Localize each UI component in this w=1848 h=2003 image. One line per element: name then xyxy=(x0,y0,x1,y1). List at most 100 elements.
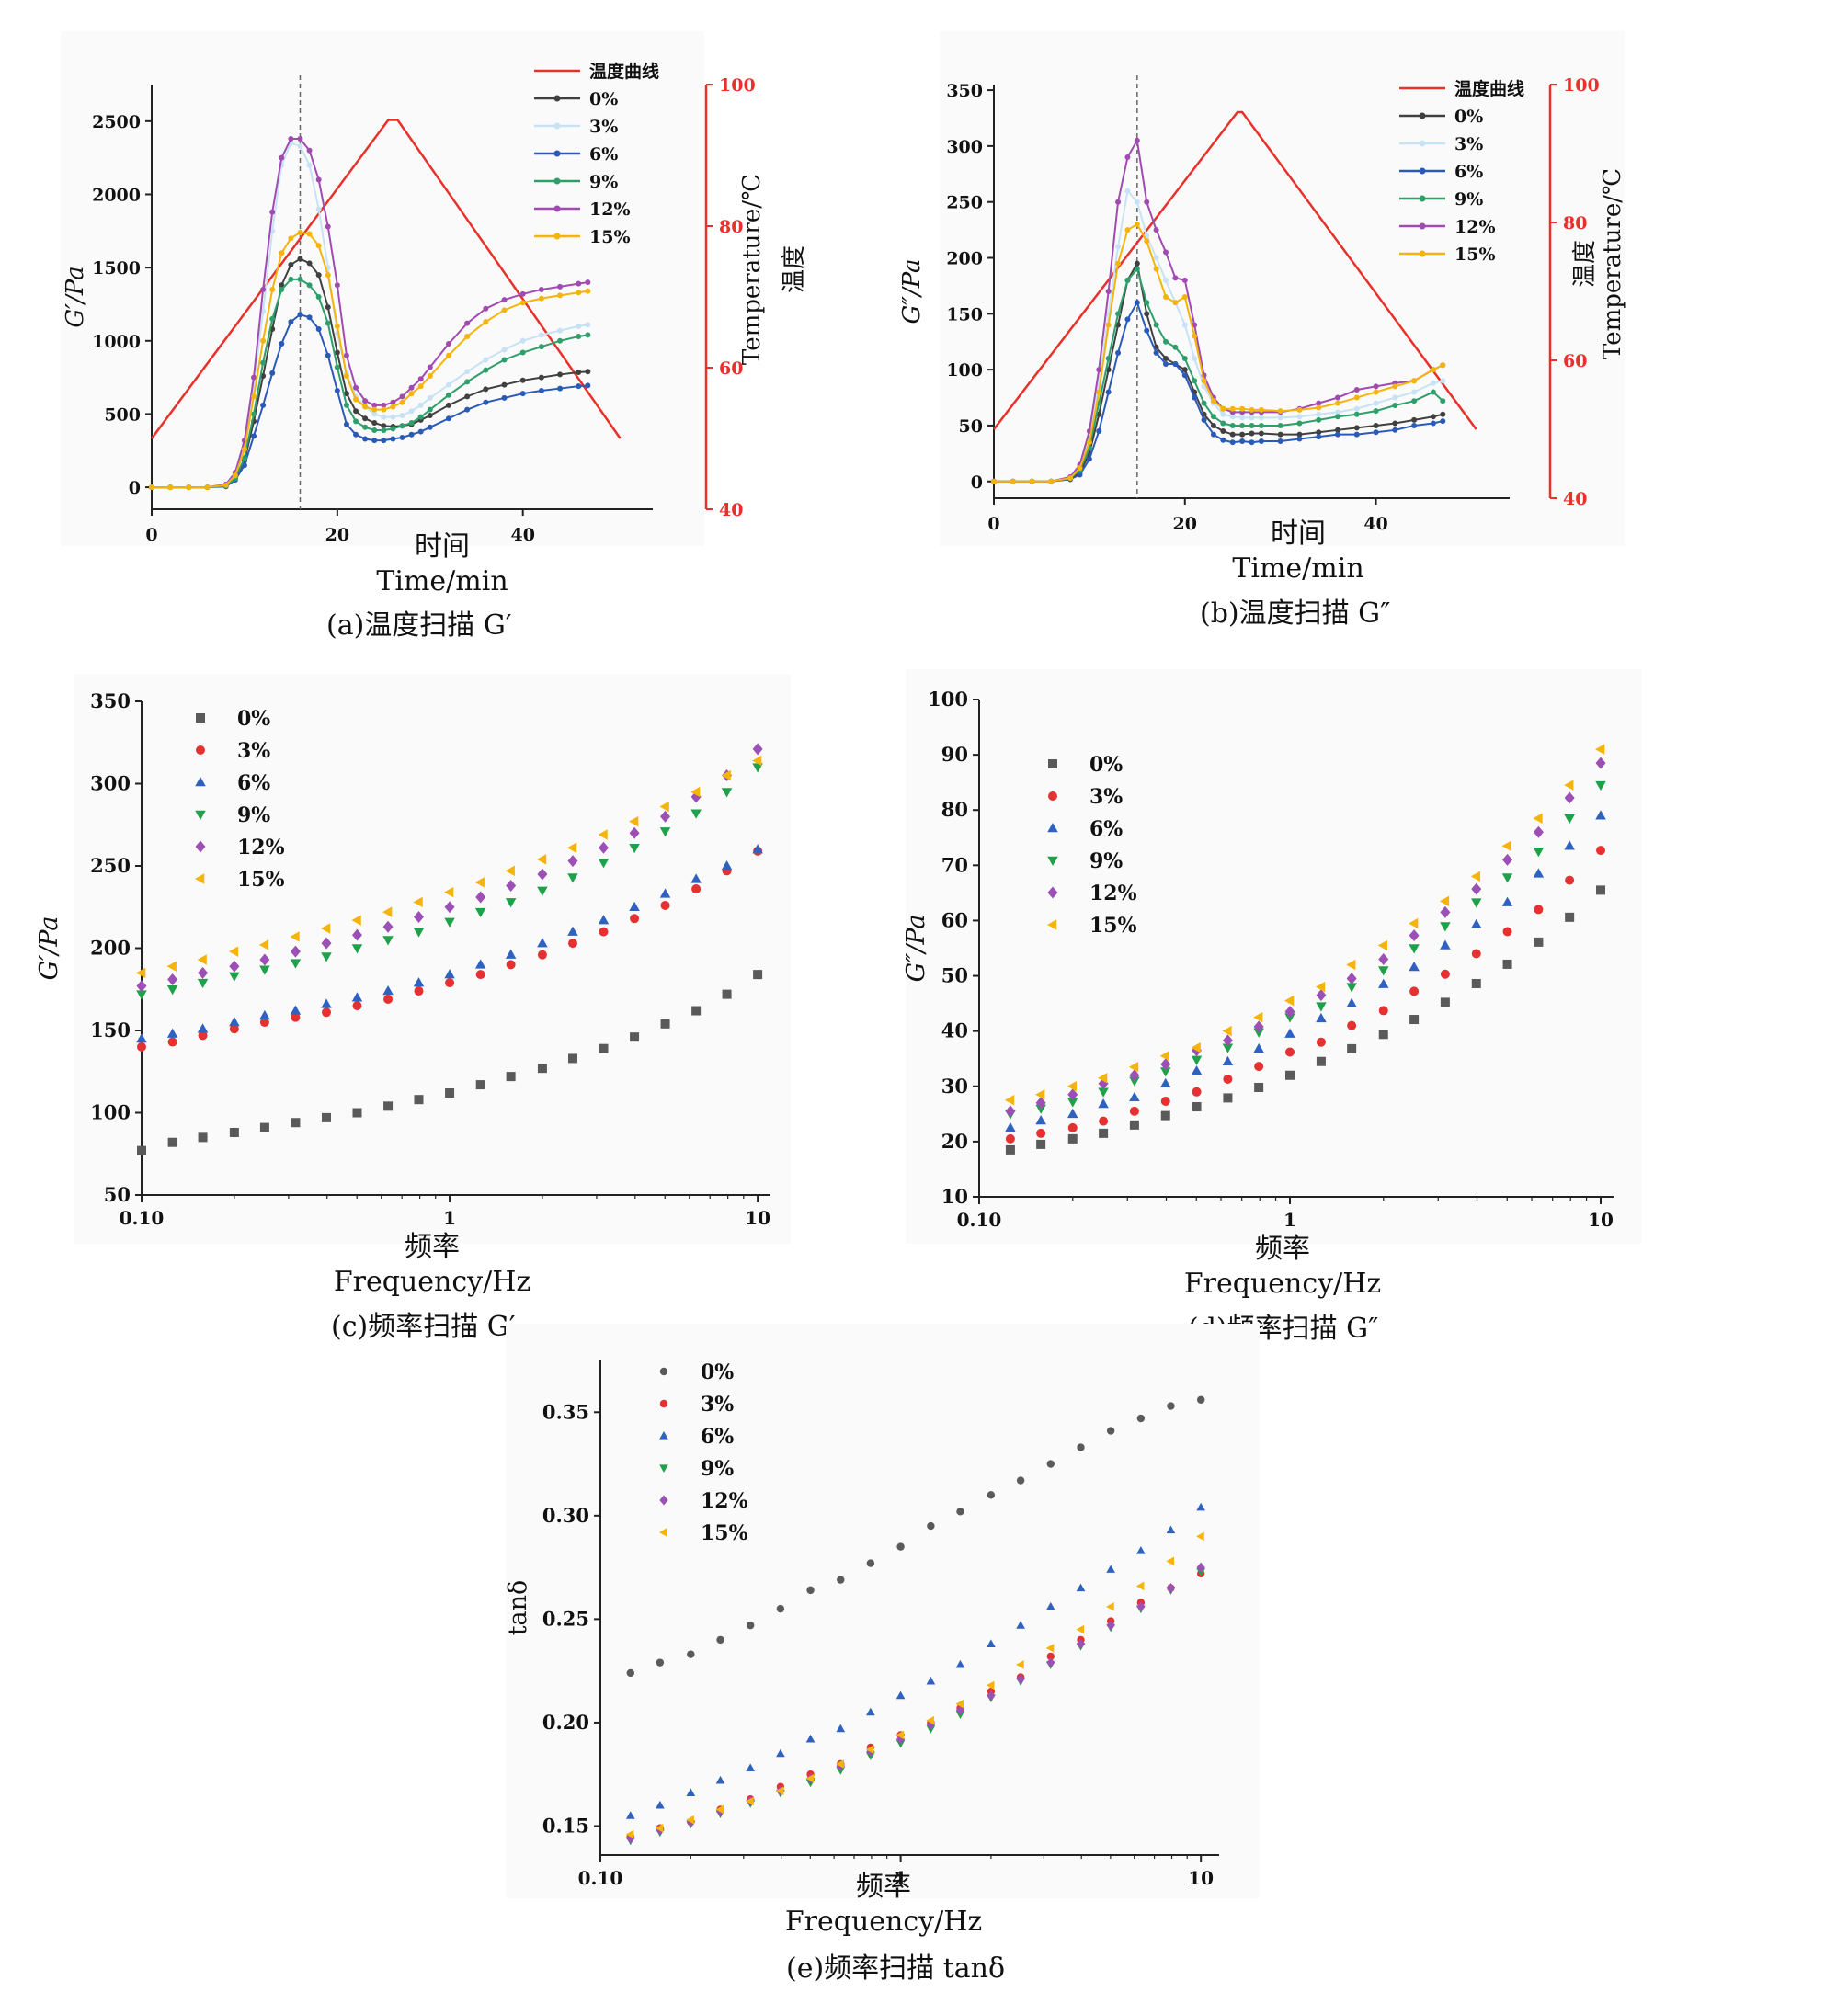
legend-marker xyxy=(553,233,561,240)
data-point xyxy=(1440,905,1451,918)
data-point xyxy=(1564,780,1574,791)
y-axis-label: G″/Pa xyxy=(902,915,930,983)
data-point xyxy=(251,433,257,439)
data-point xyxy=(464,320,471,326)
data-point xyxy=(895,1730,905,1740)
data-point xyxy=(505,949,517,959)
data-point xyxy=(1153,322,1159,328)
data-point xyxy=(251,374,257,381)
data-point xyxy=(585,332,591,338)
data-point xyxy=(408,408,415,415)
data-point xyxy=(1258,438,1264,444)
data-point xyxy=(660,1019,670,1029)
data-point xyxy=(1239,422,1246,428)
data-point xyxy=(1160,1058,1171,1071)
data-point xyxy=(297,276,303,282)
data-point xyxy=(1595,757,1606,769)
legend-label: 9% xyxy=(589,172,618,192)
y-axis-label: tanδ xyxy=(504,1580,532,1636)
data-point xyxy=(987,1690,996,1701)
series-line xyxy=(994,222,1443,483)
legend-marker xyxy=(659,1399,668,1408)
series-9pct xyxy=(149,276,591,491)
data-point xyxy=(715,1775,725,1784)
data-point xyxy=(1192,333,1198,339)
data-point xyxy=(1239,415,1246,421)
data-point xyxy=(1296,406,1303,413)
data-point xyxy=(390,436,396,442)
data-point xyxy=(1229,431,1236,438)
data-point xyxy=(315,294,322,300)
data-point xyxy=(557,327,564,334)
legend-marker xyxy=(553,122,561,130)
data-point xyxy=(241,462,247,469)
data-point xyxy=(315,206,322,212)
legend-marker xyxy=(1419,140,1426,147)
data-point xyxy=(343,373,349,380)
data-point xyxy=(408,391,415,397)
data-point xyxy=(1239,405,1246,412)
data-point xyxy=(630,1032,640,1042)
data-point xyxy=(1129,1106,1139,1116)
data-point xyxy=(371,427,378,433)
data-point xyxy=(1430,389,1436,395)
data-point xyxy=(629,826,640,839)
data-point xyxy=(444,917,455,928)
data-point xyxy=(1106,1620,1115,1631)
data-point xyxy=(1534,905,1544,915)
y2-tick-label: 60 xyxy=(719,358,743,379)
data-point xyxy=(445,381,451,388)
data-point xyxy=(352,1001,362,1011)
data-point xyxy=(1160,1110,1170,1121)
data-point xyxy=(260,402,267,408)
data-point xyxy=(659,827,671,837)
data-point xyxy=(362,415,369,422)
data-point xyxy=(1192,1087,1202,1097)
chart-e: 0.10 1 10 0.15 0.20 0.25 0.30 0.35 tanδ 0% 3% 6% 9% 1… xyxy=(504,1360,1219,1889)
y2-tick-label: 100 xyxy=(719,75,756,96)
data-point xyxy=(1181,367,1188,373)
data-point xyxy=(306,314,313,321)
data-point xyxy=(1196,1395,1205,1404)
y-tick-label: 0.30 xyxy=(542,1504,589,1527)
data-point xyxy=(1115,244,1122,250)
data-point xyxy=(198,1132,208,1143)
series-15pct xyxy=(625,1531,1204,1839)
data-point xyxy=(1223,1074,1233,1084)
data-point xyxy=(1222,1034,1233,1047)
data-point xyxy=(1098,1073,1108,1084)
data-point xyxy=(288,135,294,142)
data-point xyxy=(721,788,733,798)
data-point xyxy=(1353,425,1360,431)
data-point xyxy=(567,926,578,936)
series-15pct xyxy=(136,755,762,979)
data-point xyxy=(259,1122,269,1132)
y-tick-label: 0.35 xyxy=(542,1400,589,1423)
data-point xyxy=(229,1017,240,1027)
series-6pct xyxy=(149,312,591,491)
data-point xyxy=(444,969,455,979)
data-point xyxy=(1335,427,1340,433)
data-point xyxy=(501,307,508,313)
data-point xyxy=(1136,1546,1146,1554)
data-point xyxy=(1096,367,1102,373)
data-point xyxy=(166,985,178,996)
legend-marker xyxy=(195,810,206,820)
series-9pct xyxy=(625,1568,1206,1846)
data-point xyxy=(408,431,415,438)
data-point xyxy=(1277,438,1283,444)
data-point xyxy=(1335,409,1340,415)
data-point xyxy=(585,279,591,286)
data-point xyxy=(746,1763,756,1772)
data-point xyxy=(1067,1108,1078,1119)
data-point xyxy=(1316,1056,1326,1066)
data-point xyxy=(381,427,387,433)
data-point xyxy=(1192,1102,1202,1112)
legend-label: 温度曲线 xyxy=(589,61,659,82)
data-point xyxy=(1135,1581,1145,1591)
data-point xyxy=(414,1095,424,1105)
data-point xyxy=(567,939,577,949)
data-point xyxy=(585,288,591,294)
data-point xyxy=(1035,1104,1046,1114)
data-point xyxy=(1316,1037,1326,1047)
